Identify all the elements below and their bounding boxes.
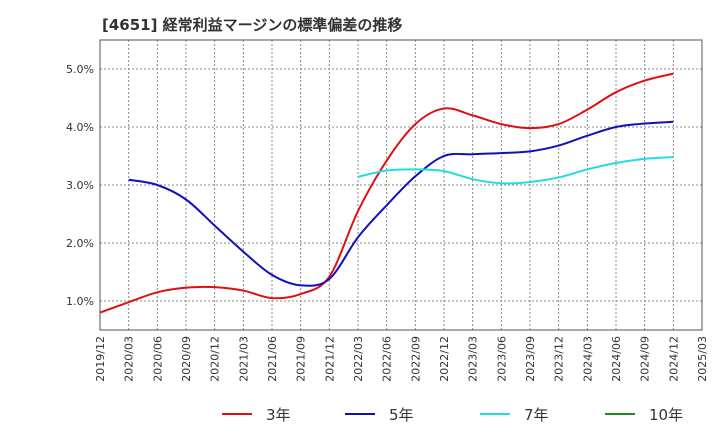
x-tick-label: 2019/12: [94, 336, 107, 382]
legend-swatch: [480, 413, 510, 415]
plot-border: [99, 39, 703, 331]
x-tick-label: 2022/09: [409, 336, 422, 382]
x-tick-label: 2024/12: [667, 336, 680, 382]
x-tick-label: 2021/03: [237, 336, 250, 382]
x-tick-label: 2024/06: [610, 336, 623, 382]
x-tick-label: 2020/09: [180, 336, 193, 382]
legend-swatch: [605, 413, 635, 415]
x-tick-label: 2020/03: [123, 336, 136, 382]
legend-item-2: 5年: [345, 402, 414, 426]
y-tick-label: 1.0%: [66, 295, 94, 308]
legend-label: 3年: [266, 405, 291, 424]
x-tick-label: 2023/09: [524, 336, 537, 382]
chart-title: [4651] 経常利益マージンの標準偏差の推移: [102, 16, 403, 34]
legend-item-4: 10年: [605, 402, 683, 426]
x-tick-label: 2024/09: [639, 336, 652, 382]
series-lines: [99, 72, 674, 314]
tick-labels: 1.0% 2.0% 3.0% 4.0% 5.0% 2019/12 2020/03 2020/0…: [66, 63, 709, 382]
y-tick-label: 3.0%: [66, 179, 94, 192]
legend-swatch: [222, 413, 252, 415]
series-line-2: [128, 120, 674, 287]
x-tick-label: 2022/12: [438, 336, 451, 382]
x-tick-label: 2020/06: [151, 336, 164, 382]
legend-label: 7年: [524, 405, 549, 424]
x-tick-label: 2023/06: [495, 336, 508, 382]
x-tick-label: 2021/06: [266, 336, 279, 382]
y-tick-label: 2.0%: [66, 237, 94, 250]
x-tick-label: 2025/03: [696, 336, 709, 382]
axes: [99, 39, 703, 331]
series-line-3: [357, 156, 674, 185]
legend-swatch: [345, 413, 375, 415]
legend-label: 5年: [389, 405, 414, 424]
x-tick-label: 2023/03: [467, 336, 480, 382]
x-tick-label: 2020/12: [209, 336, 222, 382]
y-tick-label: 5.0%: [66, 63, 94, 76]
legend-item-3: 7年: [480, 402, 549, 426]
legend-item-1: 3年: [222, 402, 291, 426]
y-tick-label: 4.0%: [66, 121, 94, 134]
x-tick-label: 2021/09: [295, 336, 308, 382]
x-tick-label: 2022/06: [381, 336, 394, 382]
grid-lines: [100, 40, 702, 330]
series-line-1: [99, 72, 674, 314]
x-tick-label: 2022/03: [352, 336, 365, 382]
x-tick-label: 2021/12: [323, 336, 336, 382]
legend-label: 10年: [649, 405, 684, 424]
x-tick-label: 2024/03: [581, 336, 594, 382]
x-tick-label: 2023/12: [553, 336, 566, 382]
